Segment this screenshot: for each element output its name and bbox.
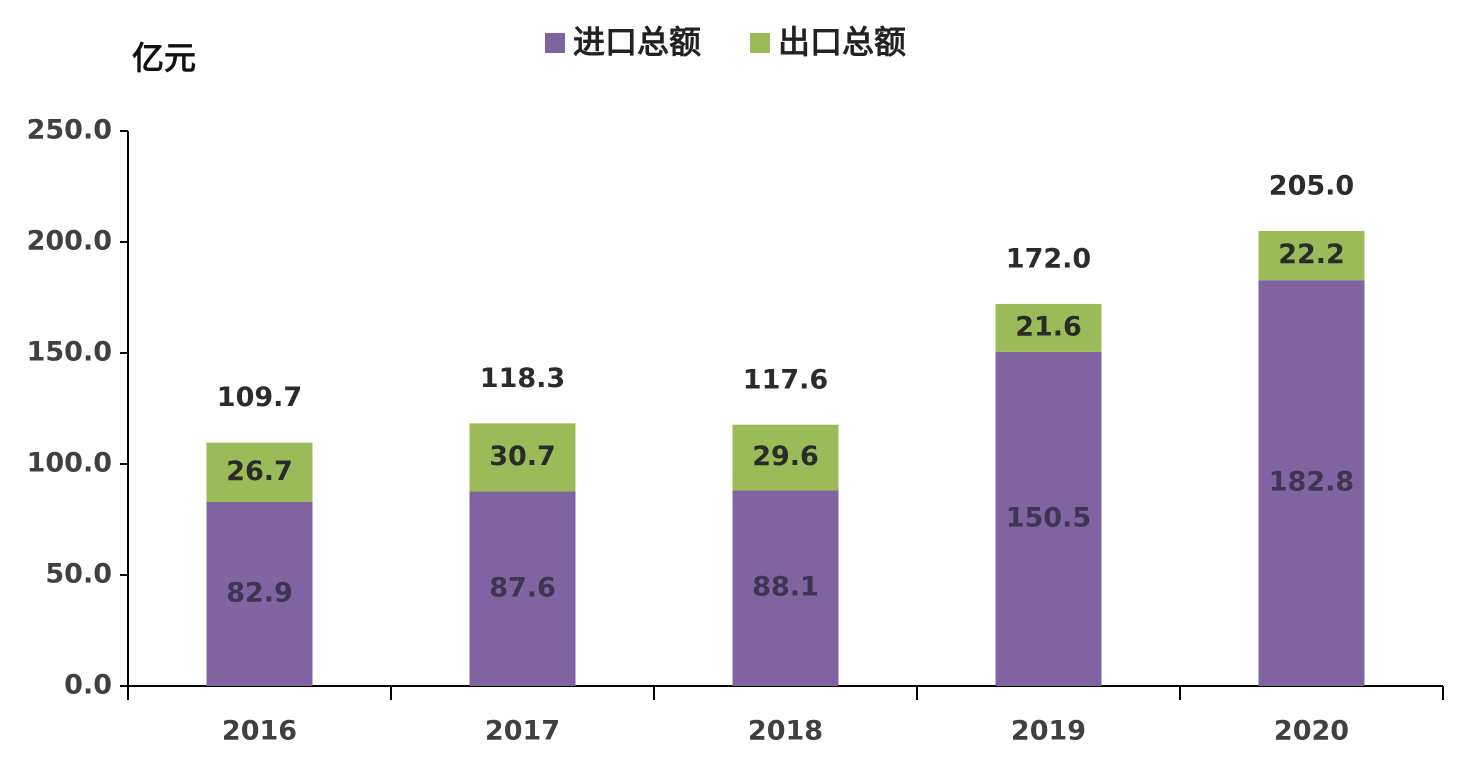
data-label: 29.6	[752, 441, 819, 472]
total-label: 117.6	[743, 364, 828, 395]
data-label: 26.7	[226, 456, 293, 487]
total-label: 118.3	[480, 363, 565, 394]
y-tick-label: 150.0	[27, 337, 112, 368]
data-label: 22.2	[1278, 239, 1345, 270]
data-label: 182.8	[1269, 467, 1354, 498]
bar-segment	[469, 491, 576, 686]
bar-segment	[1258, 280, 1365, 686]
legend-swatch	[750, 33, 770, 53]
bar-segment	[732, 490, 839, 686]
data-label: 150.5	[1006, 502, 1091, 533]
bar-segment	[1258, 230, 1365, 281]
bar-segment	[995, 303, 1102, 352]
total-label: 205.0	[1269, 170, 1354, 201]
legend-label: 进口总额	[573, 23, 701, 61]
total-label: 109.7	[217, 382, 302, 413]
y-tick-label: 200.0	[27, 226, 112, 257]
x-tick-label: 2019	[1011, 716, 1086, 747]
y-tick-label: 50.0	[45, 559, 112, 590]
x-tick-label: 2016	[222, 716, 297, 747]
y-axis-title: 亿元	[132, 39, 196, 77]
bar-segment	[469, 423, 576, 492]
y-tick-label: 250.0	[27, 115, 112, 146]
data-label: 21.6	[1015, 311, 1082, 342]
x-tick-label: 2018	[748, 716, 823, 747]
total-label: 172.0	[1006, 244, 1091, 275]
y-tick-label: 0.0	[64, 670, 112, 701]
bar-segment	[206, 501, 313, 686]
legend-swatch	[545, 33, 565, 53]
bar-segment	[206, 442, 313, 502]
bar-segment	[732, 424, 839, 491]
bar-segment	[995, 351, 1102, 686]
y-tick-label: 100.0	[27, 448, 112, 479]
data-label: 88.1	[752, 572, 819, 603]
data-label: 87.6	[489, 572, 556, 603]
data-label: 82.9	[226, 577, 293, 608]
legend-label: 出口总额	[778, 23, 906, 61]
data-label: 30.7	[489, 441, 556, 472]
x-tick-label: 2020	[1274, 716, 1349, 747]
x-tick-label: 2017	[485, 716, 560, 747]
